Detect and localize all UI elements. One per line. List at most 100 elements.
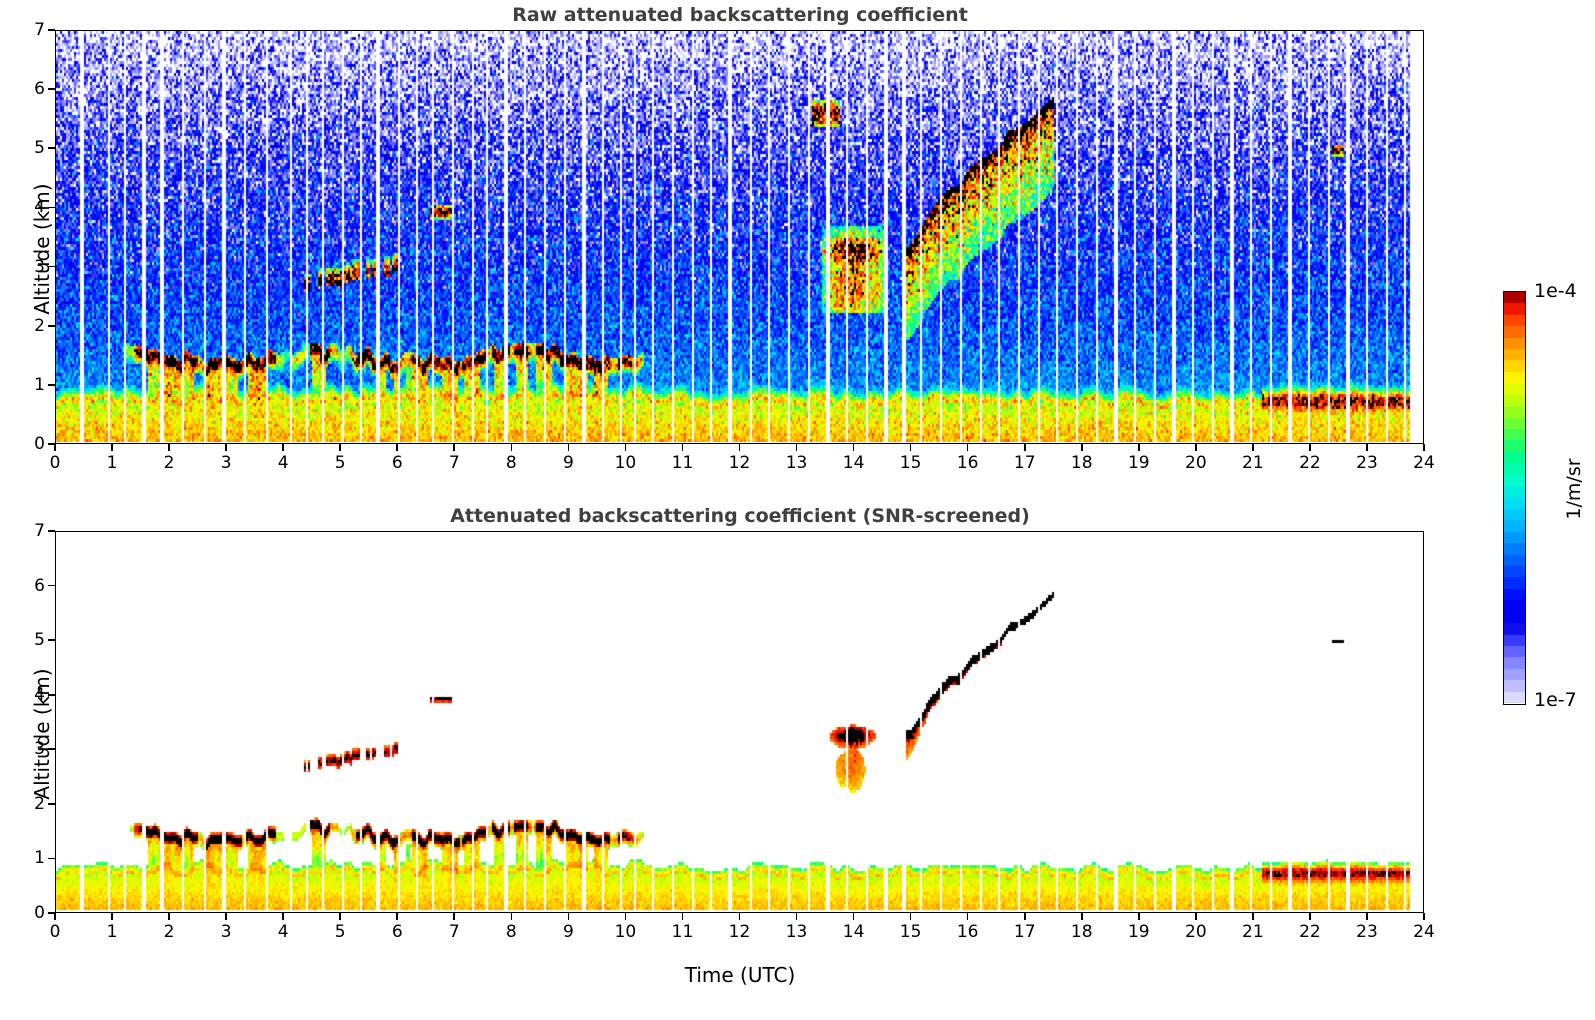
x-tickmark-raw-5: [339, 444, 341, 451]
x-tick-label-screened-8: 8: [505, 922, 517, 942]
y-tick-label-raw-6: 6: [34, 79, 45, 100]
x-tickmark-screened-24: [1423, 913, 1425, 920]
plot-area-raw[interactable]: [55, 30, 1424, 444]
x-tickmark-screened-15: [909, 913, 912, 920]
x-tick-label-raw-3: 3: [220, 453, 232, 473]
y-tickmark-raw-7: [48, 29, 55, 31]
x-tickmark-raw-22: [1309, 444, 1311, 451]
y-axis-label-screened: Altitude (km): [30, 668, 54, 800]
colorbar-gradient: [1504, 292, 1525, 703]
x-tickmark-screened-4: [282, 913, 284, 920]
x-tick-label-raw-7: 7: [448, 453, 460, 473]
heatmap-raw: [56, 31, 1422, 442]
x-tick-label-raw-12: 12: [728, 453, 751, 473]
x-tick-label-screened-14: 14: [842, 922, 865, 942]
y-tickmark-screened-7: [48, 530, 55, 532]
x-tickmark-raw-12: [738, 444, 741, 451]
x-tick-label-raw-22: 22: [1299, 453, 1321, 473]
x-tick-label-raw-23: 23: [1356, 453, 1378, 473]
x-tick-label-screened-19: 19: [1127, 922, 1150, 942]
y-tickmark-raw-1: [48, 384, 55, 386]
y-tick-label-raw-3: 3: [34, 256, 45, 277]
y-tickmark-raw-5: [48, 147, 55, 150]
x-tick-label-screened-10: 10: [614, 922, 637, 942]
y-tick-label-screened-6: 6: [34, 575, 45, 596]
x-tickmark-raw-15: [909, 444, 912, 451]
x-tickmark-screened-18: [1080, 913, 1083, 920]
x-tickmark-screened-19: [1137, 913, 1140, 920]
y-tick-label-screened-5: 5: [34, 630, 45, 651]
x-tick-label-screened-9: 9: [562, 922, 574, 942]
x-tickmark-screened-9: [567, 913, 570, 920]
y-tickmark-screened-6: [48, 584, 55, 587]
colorbar[interactable]: [1503, 291, 1526, 705]
colorbar-max-label: 1e-4: [1534, 280, 1577, 302]
x-tick-label-raw-9: 9: [562, 453, 574, 473]
x-tickmark-raw-6: [396, 444, 399, 451]
y-tickmark-screened-2: [48, 803, 55, 805]
y-tick-label-raw-4: 4: [34, 197, 45, 218]
x-tickmark-screened-21: [1252, 913, 1254, 920]
x-tickmark-screened-13: [795, 913, 798, 920]
x-tickmark-raw-3: [225, 444, 227, 451]
x-tickmark-screened-8: [510, 913, 513, 920]
x-tickmark-raw-18: [1080, 444, 1083, 451]
y-tick-label-screened-1: 1: [34, 848, 45, 869]
y-tickmark-raw-0: [48, 443, 55, 445]
y-tick-label-screened-2: 2: [34, 793, 45, 814]
x-tickmark-raw-4: [282, 444, 284, 451]
x-tickmark-raw-24: [1423, 444, 1425, 451]
y-tick-label-raw-2: 2: [34, 315, 45, 336]
y-tick-label-screened-4: 4: [34, 684, 45, 705]
x-tickmark-raw-21: [1252, 444, 1254, 451]
y-tickmark-screened-0: [48, 912, 55, 914]
x-tick-label-screened-1: 1: [106, 922, 118, 942]
x-tick-label-screened-4: 4: [277, 922, 289, 942]
heatmap-screened: [56, 532, 1422, 911]
x-tick-label-raw-19: 19: [1127, 453, 1150, 473]
x-tick-label-raw-10: 10: [614, 453, 637, 473]
plot-area-screened[interactable]: [55, 531, 1424, 913]
y-axis-label-raw: Altitude (km): [30, 183, 54, 315]
x-tickmark-screened-1: [111, 913, 113, 920]
x-tickmark-screened-22: [1309, 913, 1311, 920]
x-tick-label-screened-12: 12: [728, 922, 751, 942]
x-tick-label-screened-7: 7: [448, 922, 460, 942]
x-tickmark-raw-17: [1023, 444, 1026, 451]
x-tickmark-screened-0: [54, 913, 56, 920]
x-tick-label-raw-1: 1: [106, 453, 118, 473]
x-tick-label-screened-21: 21: [1242, 922, 1264, 942]
x-tickmark-screened-12: [738, 913, 741, 920]
y-tickmark-screened-4: [48, 693, 55, 696]
y-tick-label-screened-0: 0: [34, 903, 45, 923]
x-tickmark-raw-2: [168, 444, 170, 451]
x-tick-label-screened-6: 6: [391, 922, 403, 942]
x-tick-label-raw-6: 6: [391, 453, 403, 473]
x-tick-label-raw-2: 2: [163, 453, 175, 473]
x-tick-label-raw-18: 18: [1070, 453, 1093, 473]
x-tickmark-raw-13: [795, 444, 798, 451]
x-tick-label-raw-15: 15: [899, 453, 922, 473]
x-tick-label-screened-17: 17: [1013, 922, 1036, 942]
x-tickmark-raw-16: [966, 444, 969, 451]
x-tickmark-screened-7: [453, 913, 456, 920]
y-tick-label-screened-3: 3: [34, 739, 45, 760]
x-tick-label-raw-0: 0: [49, 453, 61, 473]
x-tick-label-raw-20: 20: [1185, 453, 1207, 473]
x-tick-label-raw-8: 8: [505, 453, 517, 473]
panel-title-screened: Attenuated backscattering coefficient (S…: [450, 505, 1030, 527]
y-tick-label-raw-0: 0: [34, 434, 45, 454]
x-tick-label-screened-15: 15: [899, 922, 922, 942]
x-tickmark-screened-16: [966, 913, 969, 920]
x-tick-label-raw-17: 17: [1013, 453, 1036, 473]
colorbar-unit-label: 1/m/sr: [1563, 458, 1585, 520]
y-tickmark-raw-2: [48, 324, 55, 327]
y-tick-label-raw-7: 7: [34, 20, 45, 40]
colorbar-min-label: 1e-7: [1534, 689, 1577, 711]
x-tickmark-screened-2: [168, 913, 170, 920]
x-tick-label-raw-5: 5: [334, 453, 346, 473]
x-tickmark-raw-11: [681, 444, 684, 451]
x-tickmark-raw-20: [1195, 444, 1197, 451]
panel-title-raw: Raw attenuated backscattering coefficien…: [512, 4, 968, 26]
x-tick-label-screened-0: 0: [49, 922, 61, 942]
